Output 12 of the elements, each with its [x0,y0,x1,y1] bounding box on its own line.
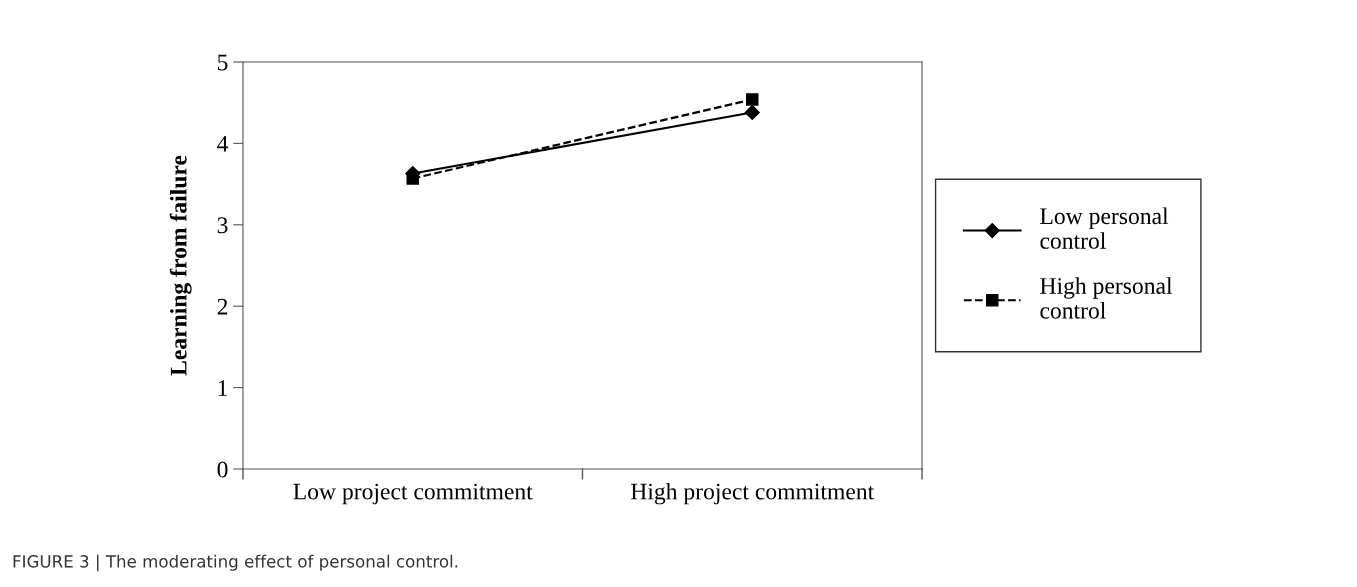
y-axis-title: Learning from failure [169,155,192,376]
y-tick-label: 0 [217,461,228,478]
y-tick-label: 2 [217,298,228,315]
x-tick-label: Low project commitment [293,483,533,505]
x-tick-label: High project commitment [630,482,875,505]
y-tick-label: 4 [217,136,229,152]
legend-label: High personal control [1040,277,1173,319]
y-tick-label: 5 [217,54,228,71]
caption: FIGURE 3 | The moderating effect of personal control. [13,554,458,572]
y-tick-label: 3 [217,217,228,234]
y-tick-label: 1 [218,380,227,396]
legend-label: Low personal control [1040,207,1169,249]
